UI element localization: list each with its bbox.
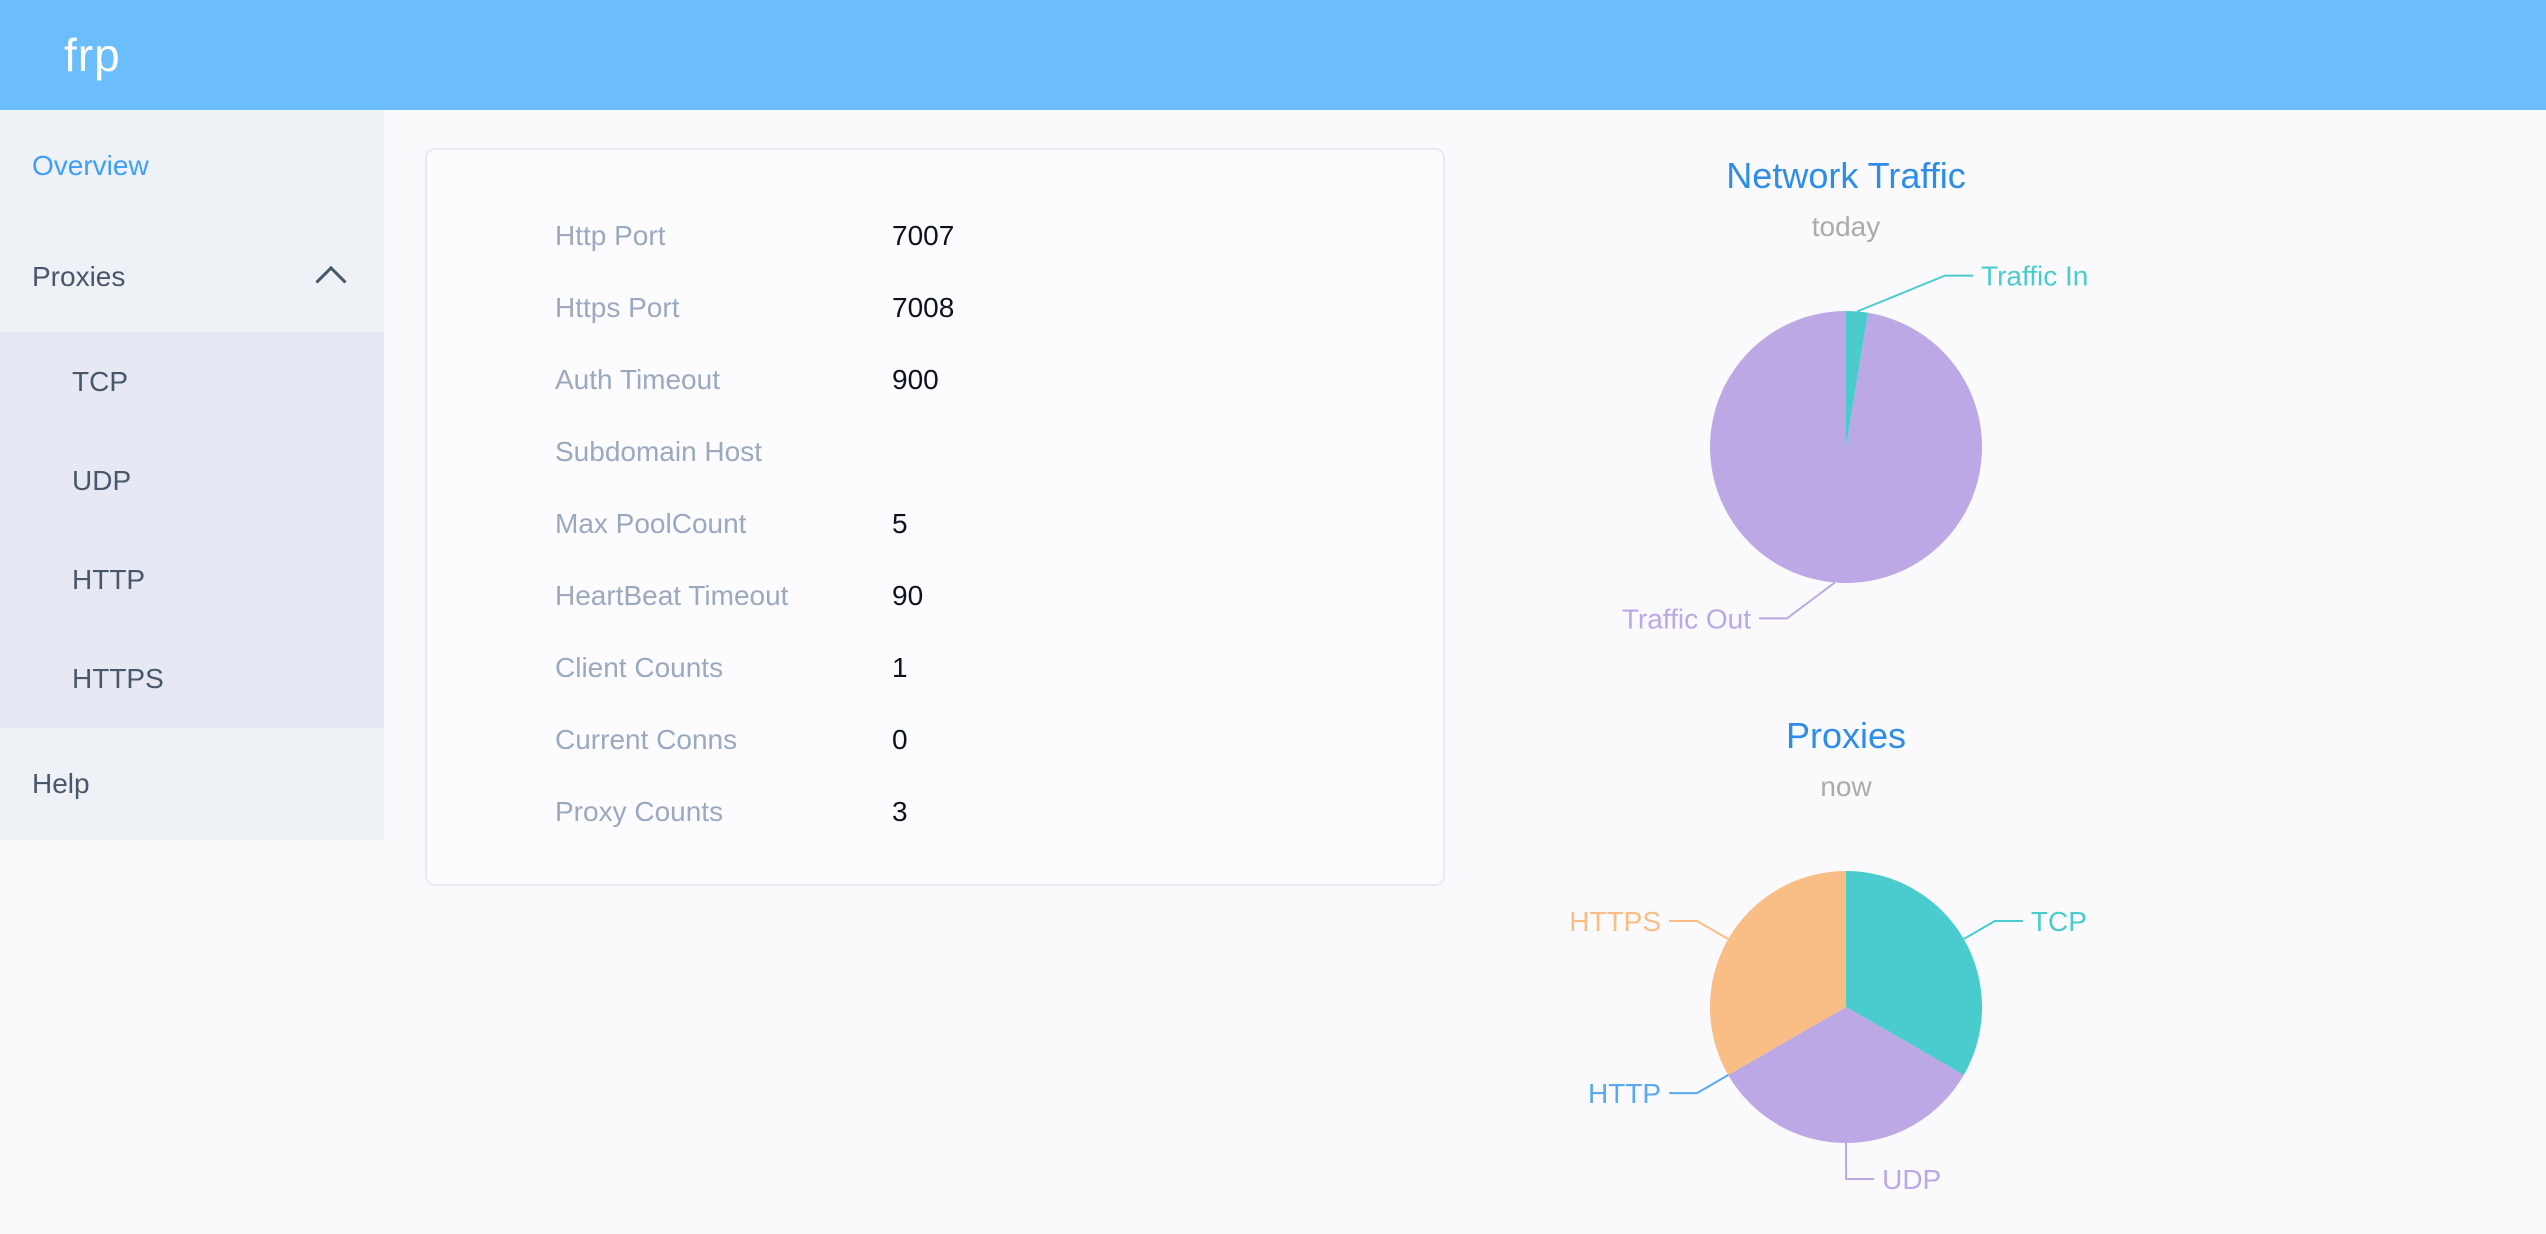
config-row: HeartBeat Timeout 90 <box>427 560 1443 632</box>
config-value: 5 <box>892 508 908 539</box>
app-header: frp <box>0 0 2546 110</box>
chart-subtitle: now <box>1820 771 1872 802</box>
sidebar-nav: Overview Proxies TCP UDP HTTP HTTPS Help <box>0 110 384 840</box>
sidebar-item-label: HTTP <box>72 563 146 595</box>
network-traffic-chart: Network Traffic today Traffic In Traffic … <box>1446 140 2246 700</box>
config-label: Auth Timeout <box>555 364 720 395</box>
pie-leader-line-http <box>1669 1074 1729 1095</box>
pie-label-udp: UDP <box>1882 1164 1941 1195</box>
chart-title: Proxies <box>1785 715 1907 756</box>
pie-leader-line-traffic-out <box>1759 581 1836 620</box>
sidebar-item-label: HTTPS <box>72 662 164 694</box>
config-label: Max PoolCount <box>555 508 747 539</box>
sidebar-item-http[interactable]: HTTP <box>0 530 384 629</box>
proxies-pie-canvas: TCP UDP HTTP HTTPS <box>1569 871 2087 1195</box>
config-row: Https Port 7008 <box>427 272 1443 344</box>
sidebar-item-help[interactable]: Help <box>0 728 384 840</box>
config-value: 3 <box>892 796 908 827</box>
config-value: 7008 <box>892 292 955 323</box>
pie-label-http: HTTP <box>1588 1078 1661 1109</box>
pie-leader-line-tcp <box>1963 920 2023 940</box>
sidebar-item-label: TCP <box>72 365 128 397</box>
config-label: HeartBeat Timeout <box>555 580 789 611</box>
config-value: 7007 <box>892 220 955 251</box>
chevron-up-icon[interactable] <box>315 265 347 297</box>
config-row: Http Port 7007 <box>427 200 1443 272</box>
pie-label-tcp: TCP <box>2031 906 2087 937</box>
chart-subtitle: today <box>1811 211 1881 242</box>
chart-title: Network Traffic <box>1726 155 1966 196</box>
pie-label-https: HTTPS <box>1569 906 1661 937</box>
config-row: Current Conns 0 <box>427 704 1443 776</box>
config-row: Client Counts 1 <box>427 632 1443 704</box>
config-rows: Http Port 7007 Https Port 7008 Auth Time… <box>427 150 1443 848</box>
pie-leader-line-https <box>1669 920 1729 940</box>
config-label: Client Counts <box>555 652 724 683</box>
pie-slice-https[interactable] <box>1709 871 1846 1075</box>
config-row: Auth Timeout 900 <box>427 344 1443 416</box>
config-row: Max PoolCount 5 <box>427 488 1443 560</box>
config-value: 90 <box>892 580 924 611</box>
config-label: Subdomain Host <box>555 436 763 467</box>
sidebar-item-label: Proxies <box>32 261 126 292</box>
network-traffic-pie-canvas: Traffic In Traffic Out <box>1622 261 2089 635</box>
pie-leader-line-traffic-in <box>1856 274 1973 313</box>
sidebar-item-https[interactable]: HTTPS <box>0 629 384 728</box>
sidebar-item-tcp[interactable]: TCP <box>0 332 384 431</box>
pie-leader-line-udp <box>1845 1142 1875 1180</box>
sidebar-item-label: UDP <box>72 464 132 496</box>
frp-logo: frp <box>64 29 121 81</box>
config-value: 1 <box>892 652 908 683</box>
config-label: Https Port <box>555 292 680 323</box>
proxies-chart: Proxies now TCP UDP HTTP HTTPS <box>1446 700 2246 1234</box>
pie-slice-traffic-in[interactable] <box>1846 311 1869 447</box>
pie-slice-tcp[interactable] <box>1846 871 1983 1075</box>
config-label: Proxy Counts <box>555 796 724 827</box>
pie-slice-traffic-out[interactable] <box>1710 311 1983 583</box>
pie-label-traffic-out: Traffic Out <box>1622 603 1751 634</box>
config-row: Subdomain Host <box>427 416 1443 488</box>
config-label: Current Conns <box>555 724 738 755</box>
pie-label-traffic-in: Traffic In <box>1981 261 2088 292</box>
proxies-submenu: TCP UDP HTTP HTTPS <box>0 332 384 728</box>
server-config-card: Http Port 7007 Https Port 7008 Auth Time… <box>425 148 1445 886</box>
pie-slice-udp[interactable] <box>1728 1007 1964 1144</box>
config-value: 900 <box>892 364 939 395</box>
sidebar-item-label: Help <box>32 768 90 799</box>
config-value: 0 <box>892 724 908 755</box>
config-label: Http Port <box>555 220 666 251</box>
sidebar-item-proxies[interactable]: Proxies <box>0 222 384 332</box>
sidebar-item-label: Overview <box>32 150 149 181</box>
config-row: Proxy Counts 3 <box>427 776 1443 848</box>
sidebar-item-udp[interactable]: UDP <box>0 431 384 530</box>
sidebar-item-overview[interactable]: Overview <box>0 110 384 222</box>
